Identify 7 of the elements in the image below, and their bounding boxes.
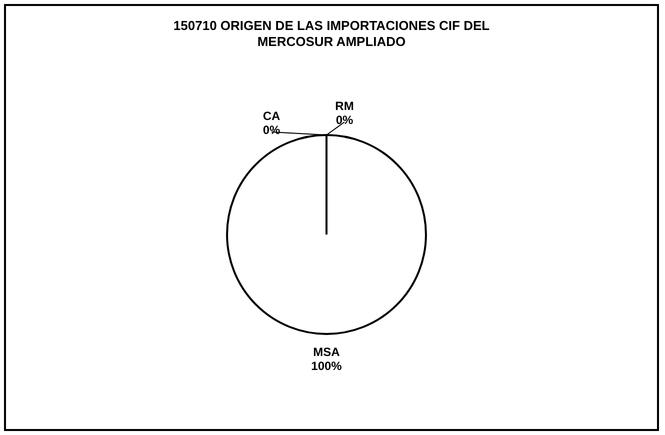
category-label: CA (262, 109, 280, 123)
slice-label: MSA (313, 345, 340, 359)
chart-title: 150710 ORIGEN DE LAS IMPORTACIONES CIF DEL MERCOSUR AMPLIADO (172, 18, 491, 50)
data-label: 100% (311, 359, 342, 373)
category-label: RM (335, 99, 354, 113)
text: 0% (336, 113, 354, 127)
text: 0% (262, 123, 280, 137)
